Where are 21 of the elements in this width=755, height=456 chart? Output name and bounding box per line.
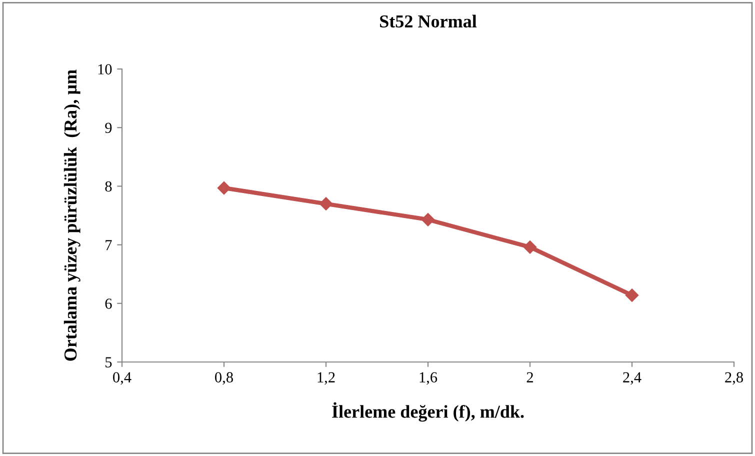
point — [217, 181, 231, 195]
point — [421, 213, 435, 226]
x-tick-label: 2,4 — [623, 372, 642, 385]
y-tick-label: 7 — [106, 240, 112, 250]
y-tick-label: 10 — [98, 64, 112, 74]
x-axis-title: İlerleme değeri (f), m/dk. — [332, 402, 524, 422]
y-tick-label: 9 — [105, 122, 112, 134]
x-tick-label: 2,8 — [725, 372, 743, 385]
y-tick-label: 6 — [105, 298, 112, 309]
point — [625, 288, 639, 302]
y-tick-label: 5 — [106, 357, 112, 368]
x-tick-label: 0,8 — [215, 372, 233, 385]
y-axis-title: Ortalama yüzey pürüzlülük (Ra), µm — [64, 70, 80, 361]
point — [319, 197, 333, 210]
point — [523, 240, 537, 254]
chart-title: St52 Normal — [380, 14, 477, 28]
x-tick-label: 2 — [526, 372, 533, 382]
y-tick-label: 8 — [105, 181, 112, 192]
x-tick-label: 1,6 — [420, 372, 438, 385]
x-tick-label: 0,4 — [113, 372, 132, 385]
x-tick-label: 1,2 — [318, 372, 335, 385]
